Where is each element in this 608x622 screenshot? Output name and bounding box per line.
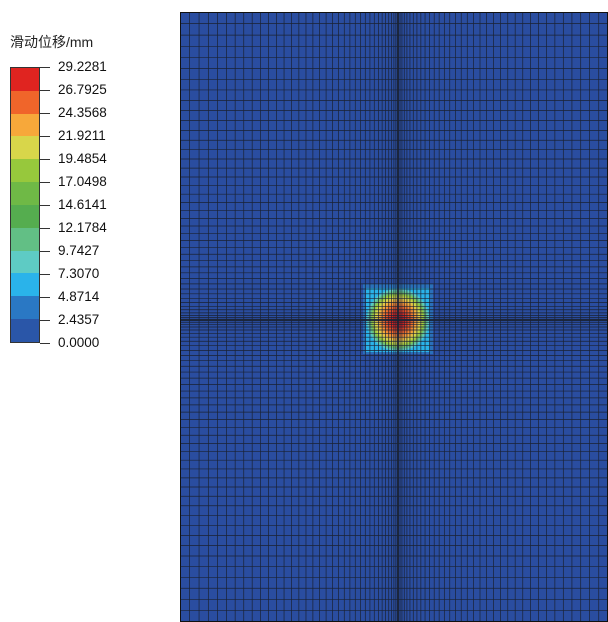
legend-tick	[40, 251, 50, 252]
legend-tick	[40, 136, 50, 137]
legend-tick-label: 24.3568	[58, 105, 107, 120]
legend-tick	[40, 343, 50, 344]
legend-tick	[40, 113, 50, 114]
legend-tick	[40, 205, 50, 206]
color-legend: 滑动位移/mm 29.2281 26.7925 24.3568 21.9211 19.4…	[10, 32, 170, 350]
legend-swatch	[11, 273, 39, 297]
legend-tick	[40, 90, 50, 91]
legend-tick	[40, 297, 50, 298]
legend-swatch	[11, 113, 39, 137]
legend-swatch	[11, 182, 39, 205]
legend-tick	[40, 67, 50, 68]
legend-swatch	[11, 136, 39, 160]
legend-swatch	[11, 90, 39, 114]
legend-tick-label: 4.8714	[58, 289, 100, 304]
legend-color-bar	[10, 67, 40, 343]
legend-tick-label: 29.2281	[58, 59, 107, 74]
mesh-grid-lines	[180, 12, 608, 622]
legend-tick	[40, 274, 50, 275]
legend-tick-label: 12.1784	[58, 220, 107, 235]
legend-swatch	[11, 68, 39, 91]
legend-tick-label: 0.0000	[58, 335, 100, 350]
legend-swatch	[11, 204, 39, 228]
legend-tick-label: 14.6141	[58, 197, 107, 212]
legend-labels: 29.2281 26.7925 24.3568 21.9211 19.4854 17.04…	[40, 60, 170, 350]
legend-tick-label: 7.3070	[58, 266, 100, 281]
legend-tick-label: 2.4357	[58, 312, 100, 327]
legend-swatch	[11, 227, 39, 251]
contour-mesh-plot	[180, 12, 608, 622]
legend-swatch	[11, 250, 39, 274]
legend-swatch	[11, 159, 39, 183]
legend-title: 滑动位移/mm	[10, 34, 94, 50]
legend-swatch	[11, 296, 39, 320]
legend-tick	[40, 228, 50, 229]
legend-tick	[40, 159, 50, 160]
legend-tick-label: 21.9211	[58, 128, 106, 143]
legend-tick-label: 19.4854	[58, 151, 107, 166]
legend-tick	[40, 320, 50, 321]
legend-tick-label: 9.7427	[58, 243, 100, 258]
legend-tick-label: 26.7925	[58, 82, 107, 97]
legend-tick-label: 17.0498	[58, 174, 107, 189]
legend-tick	[40, 182, 50, 183]
legend-swatch	[11, 319, 39, 342]
